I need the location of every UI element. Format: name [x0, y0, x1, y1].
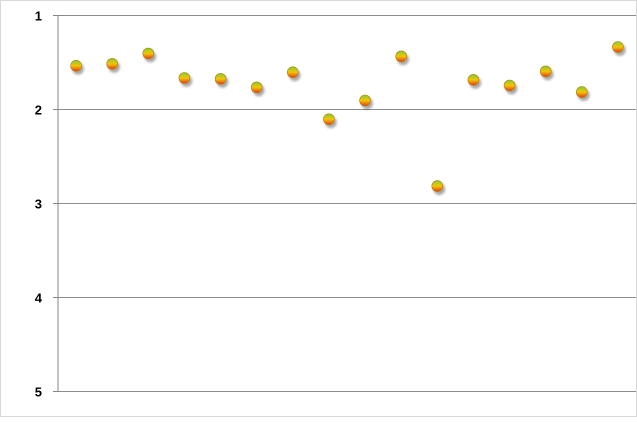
data-point-9: [359, 94, 371, 107]
data-point-3: [142, 47, 155, 60]
data-point-14: [539, 65, 552, 78]
y-tick-label-2: 2: [35, 103, 42, 118]
data-point-10: [395, 50, 408, 63]
y-tick-label-3: 3: [35, 197, 42, 212]
data-point-8: [323, 113, 335, 126]
y-tick-label-4: 4: [35, 291, 43, 306]
data-point-4: [178, 72, 191, 84]
y-tick-label-5: 5: [35, 385, 42, 400]
data-point-7: [286, 66, 299, 79]
data-point-16: [612, 41, 624, 53]
data-point-15: [575, 86, 588, 98]
data-point-11: [431, 180, 444, 192]
data-point-5: [214, 73, 227, 85]
data-point-12: [467, 74, 480, 86]
data-point-13: [503, 79, 516, 92]
data-point-6: [250, 81, 263, 94]
data-point-1: [70, 60, 82, 72]
y-tick-label-1: 1: [35, 9, 42, 24]
data-point-2: [106, 58, 118, 70]
